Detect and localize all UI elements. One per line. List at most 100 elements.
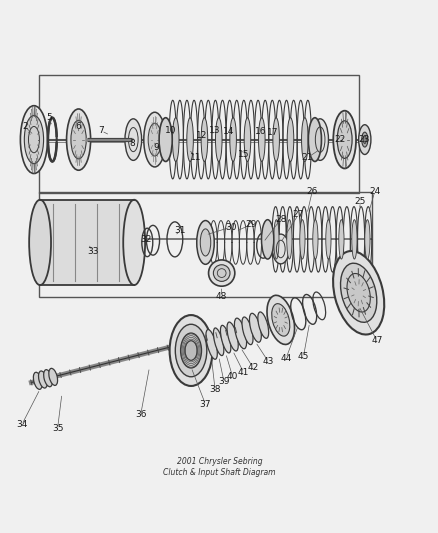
Ellipse shape [196,221,214,264]
Ellipse shape [29,200,51,285]
Ellipse shape [144,112,165,167]
Ellipse shape [213,328,223,356]
Ellipse shape [258,118,265,161]
Ellipse shape [148,123,161,156]
Text: 25: 25 [354,197,365,206]
Text: 22: 22 [333,135,345,144]
Text: 13: 13 [209,126,220,135]
Ellipse shape [67,109,90,170]
Text: 12: 12 [196,131,207,140]
Text: 38: 38 [209,385,220,394]
Ellipse shape [340,263,376,322]
Ellipse shape [286,118,293,161]
Text: 2: 2 [22,122,28,131]
Ellipse shape [172,118,179,161]
Ellipse shape [336,121,351,158]
Ellipse shape [39,371,47,388]
Text: 7: 7 [98,126,104,135]
Ellipse shape [201,118,207,161]
Ellipse shape [325,220,330,259]
Text: 48: 48 [215,292,226,301]
Text: 8: 8 [129,140,134,149]
Ellipse shape [241,317,252,345]
Text: 40: 40 [226,372,238,381]
Ellipse shape [220,325,230,353]
Text: 31: 31 [174,226,185,235]
Ellipse shape [312,220,317,259]
Ellipse shape [311,119,328,160]
Text: 43: 43 [262,358,274,366]
Text: 27: 27 [292,211,303,220]
Ellipse shape [175,324,206,377]
Ellipse shape [208,260,234,286]
Text: 9: 9 [153,143,159,152]
Text: 29: 29 [245,220,256,229]
Ellipse shape [307,118,321,161]
Ellipse shape [338,220,343,259]
Text: 28: 28 [275,215,286,224]
Ellipse shape [169,315,212,386]
Text: 45: 45 [297,352,308,361]
Ellipse shape [351,220,356,259]
Ellipse shape [362,136,365,143]
Text: 23: 23 [357,135,369,144]
Text: 37: 37 [199,400,211,409]
Ellipse shape [272,234,288,264]
Ellipse shape [125,119,141,160]
Ellipse shape [299,220,304,259]
Ellipse shape [123,200,145,285]
Text: 24: 24 [368,187,380,196]
Text: 11: 11 [189,152,201,161]
Text: 2001 Chrysler Sebring
Clutch & Input Shaft Diagram: 2001 Chrysler Sebring Clutch & Input Sha… [163,457,275,478]
Ellipse shape [215,118,222,161]
Text: 41: 41 [237,368,249,377]
Ellipse shape [257,312,268,338]
Text: 39: 39 [218,377,229,386]
Text: 33: 33 [87,247,98,256]
Ellipse shape [20,106,47,174]
Ellipse shape [200,229,210,256]
Text: 35: 35 [52,424,63,433]
Ellipse shape [226,322,238,351]
Ellipse shape [187,118,193,161]
Ellipse shape [272,118,279,161]
Ellipse shape [273,220,279,259]
Ellipse shape [346,273,370,312]
Ellipse shape [213,265,230,281]
Text: 17: 17 [267,128,278,137]
Ellipse shape [301,118,307,161]
Ellipse shape [205,329,217,359]
Ellipse shape [43,370,52,387]
Text: 42: 42 [247,362,258,372]
Ellipse shape [49,368,57,385]
Ellipse shape [332,251,383,335]
Text: 5: 5 [46,113,52,122]
Ellipse shape [184,341,197,360]
Text: 32: 32 [140,235,151,244]
Ellipse shape [180,333,201,368]
Ellipse shape [33,372,42,390]
Ellipse shape [230,118,236,161]
Bar [40,200,134,285]
Ellipse shape [364,220,369,259]
Text: 47: 47 [371,336,382,345]
Text: 14: 14 [222,127,233,136]
Text: 36: 36 [134,410,146,419]
Ellipse shape [361,132,367,147]
Text: 15: 15 [237,150,249,159]
Text: 34: 34 [16,421,27,430]
Ellipse shape [332,111,355,168]
Text: 16: 16 [254,127,266,136]
Ellipse shape [249,313,261,342]
Ellipse shape [159,118,172,161]
Ellipse shape [261,220,273,259]
Text: 21: 21 [300,154,312,163]
Ellipse shape [358,125,370,155]
Ellipse shape [234,318,246,349]
Ellipse shape [244,118,250,161]
Text: 30: 30 [225,223,236,232]
Text: 26: 26 [306,187,317,196]
Ellipse shape [71,120,86,159]
Ellipse shape [266,295,294,344]
Bar [39,192,371,297]
